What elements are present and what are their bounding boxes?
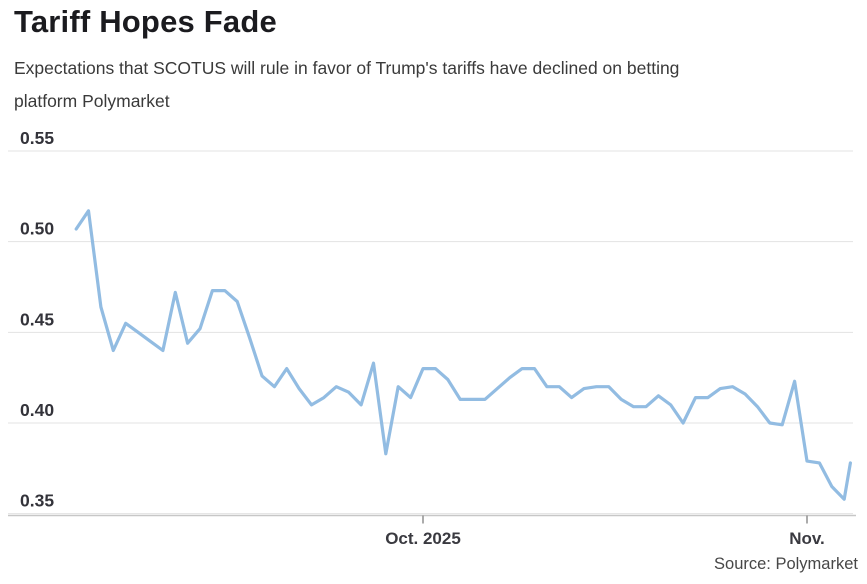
- y-tick-label: 0.35: [20, 491, 54, 511]
- y-tick-label: 0.40: [20, 400, 54, 420]
- price-line-chart: 0.55 0.50 0.45 0.40 0.35 Oct. 2025 Nov.: [8, 128, 856, 548]
- x-tick-label: Oct. 2025: [385, 529, 461, 548]
- y-tick-label: 0.45: [20, 309, 54, 329]
- x-tick-label: Nov.: [789, 529, 825, 548]
- price-line: [74, 209, 853, 501]
- y-tick-label: 0.50: [20, 219, 54, 239]
- chart-subtitle: Expectations that SCOTUS will rule in fa…: [14, 58, 680, 111]
- source-credit: Source: Polymarket: [714, 555, 858, 573]
- page-title: Tariff Hopes Fade: [14, 4, 277, 39]
- y-tick-label: 0.55: [20, 128, 54, 148]
